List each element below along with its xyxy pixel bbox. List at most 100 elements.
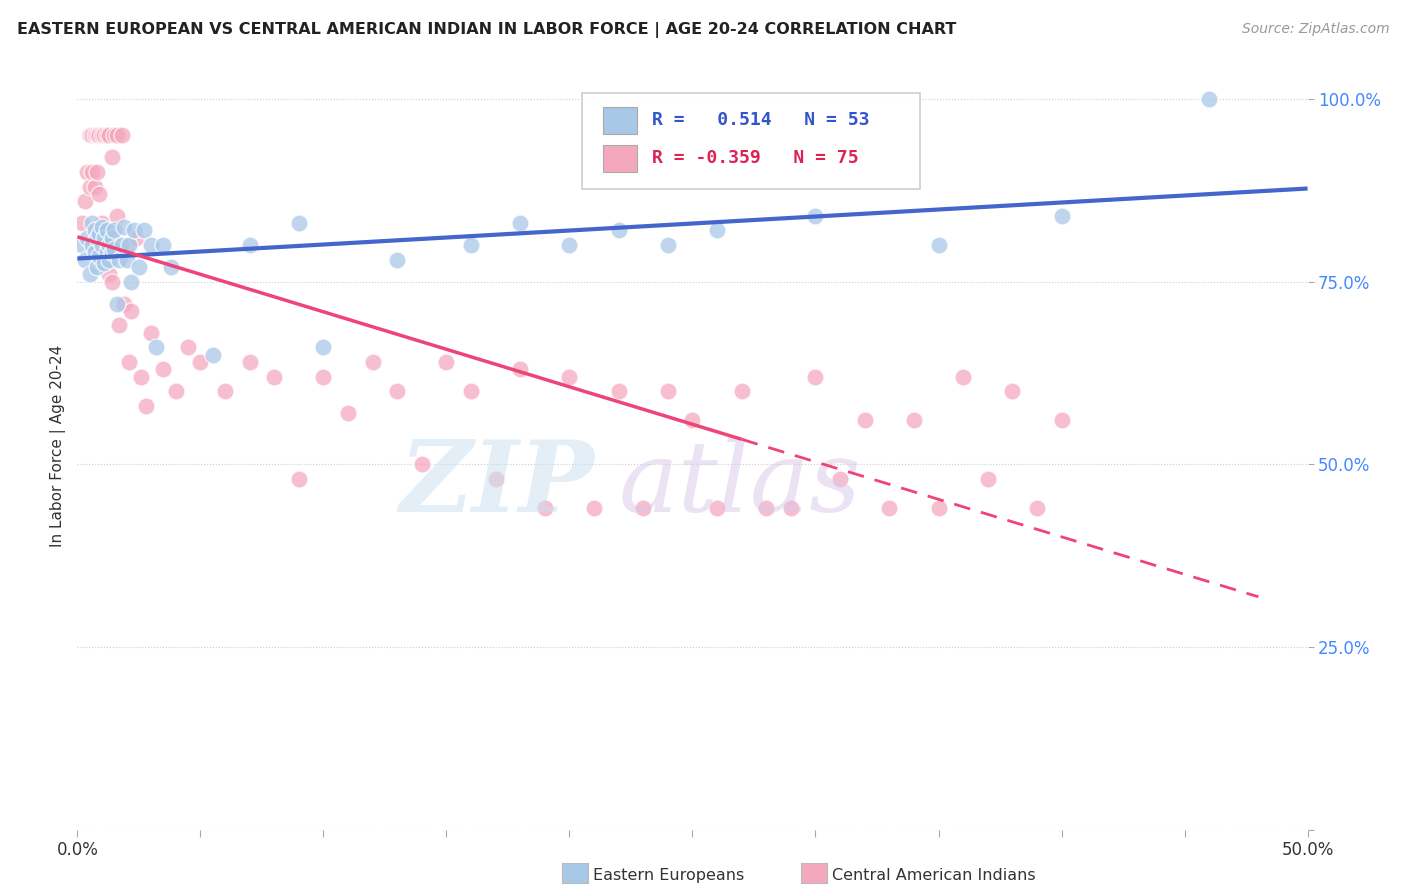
Point [706,501,728,516]
Point [89,249,111,263]
Point [96,128,118,143]
Point [115,238,138,252]
Point [952,369,974,384]
Text: EASTERN EUROPEAN VS CENTRAL AMERICAN INDIAN IN LABOR FORCE | AGE 20-24 CORRELATI: EASTERN EUROPEAN VS CENTRAL AMERICAN IND… [17,22,956,38]
Point [509,362,531,376]
Point [165,384,187,399]
Point [135,399,157,413]
Point [214,384,236,399]
Point [361,355,384,369]
Point [101,245,124,260]
Point [73,194,96,209]
Point [1050,413,1073,427]
Point [79,268,101,282]
Point [201,348,224,362]
Point [657,384,679,399]
Point [86,128,108,143]
Point [93,231,115,245]
Point [129,369,153,384]
Point [112,219,135,234]
Point [90,238,114,252]
Point [583,501,606,516]
Point [879,501,901,516]
Point [93,238,115,252]
Point [105,296,128,310]
Point [89,186,111,201]
FancyBboxPatch shape [582,93,920,189]
Point [460,384,482,399]
Point [103,223,125,237]
Point [96,245,118,260]
Point [804,369,827,384]
Point [385,384,409,399]
Point [111,238,132,252]
Point [103,128,125,143]
Point [98,128,121,143]
Text: ZIP: ZIP [399,436,595,533]
Point [928,238,950,252]
Point [1198,92,1220,106]
Point [1001,384,1024,399]
Point [101,231,124,245]
Point [903,413,925,427]
Point [607,223,630,237]
Point [112,296,135,310]
Point [90,216,114,230]
Point [436,355,458,369]
Point [108,252,131,267]
Point [70,238,93,252]
Point [70,216,93,230]
Point [152,362,174,376]
Point [534,501,557,516]
Point [239,238,262,252]
Point [105,209,128,223]
Point [125,231,148,245]
Point [132,223,155,237]
Point [411,457,433,471]
Point [633,501,655,516]
Point [121,303,143,318]
Point [105,128,128,143]
Point [98,268,121,282]
Point [460,238,482,252]
Point [89,227,111,241]
Point [509,216,531,230]
Point [93,256,115,270]
Point [82,165,104,179]
Point [177,340,200,354]
Point [312,369,335,384]
Point [160,260,183,274]
Point [682,413,704,427]
Point [1026,501,1049,516]
Point [337,406,360,420]
Point [312,340,335,354]
Point [115,252,138,267]
Point [83,245,105,260]
Point [853,413,876,427]
Point [977,472,1000,486]
Point [288,472,311,486]
Point [101,150,124,164]
Point [141,326,163,340]
Point [607,384,630,399]
Point [82,216,104,230]
Point [86,165,108,179]
Point [558,238,581,252]
Bar [603,145,637,172]
Point [804,209,827,223]
Point [755,501,778,516]
Point [90,219,114,234]
Point [96,245,118,260]
Point [128,260,150,274]
Point [706,223,728,237]
Point [79,128,101,143]
Point [89,128,111,143]
Point [98,238,121,252]
Point [86,231,108,245]
Point [239,355,262,369]
Point [76,231,98,245]
Point [780,501,803,516]
Text: R =   0.514   N = 53: R = 0.514 N = 53 [652,111,869,129]
Point [118,355,141,369]
Point [385,252,409,267]
